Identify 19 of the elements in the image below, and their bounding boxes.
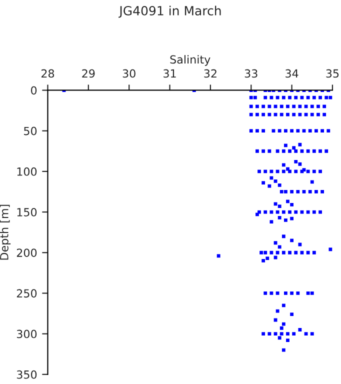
x-tick-label: 29 [82, 69, 95, 78]
y-tick-label: 50 [24, 126, 37, 136]
y-tick-label: 300 [16, 330, 37, 338]
x-tick-label: 31 [164, 69, 176, 78]
y-axis-title: Depth [m] [0, 204, 11, 260]
x-tick-label: 34 [286, 69, 298, 78]
y-tick-label: 200 [16, 248, 37, 257]
y-tick-label: 150 [17, 208, 37, 216]
chart-title: JG4091 in March [118, 6, 221, 18]
y-tick-label: 100 [17, 167, 37, 176]
y-tick-label: 0 [30, 86, 37, 95]
x-tick-label: 32 [204, 69, 216, 78]
x-tick-label: 28 [41, 69, 54, 78]
y-tick-label: 350 [16, 370, 37, 379]
x-tick-label: 35 [326, 69, 339, 78]
x-tick-label: 33 [244, 69, 258, 78]
y-tick-label: 250 [16, 289, 37, 298]
x-tick-label: 30 [122, 69, 136, 78]
x-axis-title: Salinity [170, 55, 210, 66]
